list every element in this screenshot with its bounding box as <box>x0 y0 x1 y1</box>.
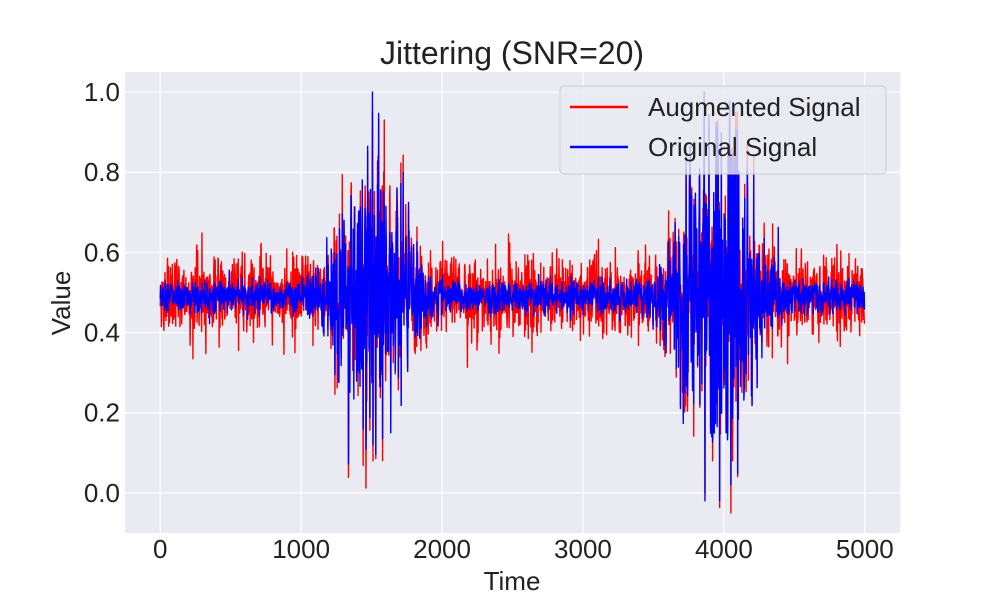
legend-box <box>559 85 887 175</box>
legend-label-original: Original Signal <box>648 132 817 162</box>
y-tick-label: 0.2 <box>84 398 120 428</box>
series-layer <box>159 91 866 514</box>
y-tick-label: 0.4 <box>84 318 120 348</box>
x-axis-ticks: 0 1000 2000 3000 4000 5000 <box>153 534 894 564</box>
y-tick-label: 0.6 <box>84 237 120 267</box>
y-axis-ticks: 0.0 0.2 0.4 0.6 0.8 1.0 <box>84 77 120 508</box>
series-line-original-signal <box>159 91 866 502</box>
x-tick-label: 5000 <box>836 534 894 564</box>
y-tick-label: 1.0 <box>84 77 120 107</box>
x-tick-label: 2000 <box>413 534 471 564</box>
x-axis-label: Time <box>484 566 541 596</box>
x-tick-label: 1000 <box>272 534 330 564</box>
legend: Augmented Signal Original Signal <box>559 85 887 175</box>
chart-title: Jittering (SNR=20) <box>380 35 644 71</box>
y-axis-label: Value <box>46 271 76 336</box>
x-tick-label: 4000 <box>695 534 753 564</box>
y-tick-label: 0.8 <box>84 157 120 187</box>
legend-label-augmented: Augmented Signal <box>648 92 860 122</box>
y-tick-label: 0.0 <box>84 478 120 508</box>
x-tick-label: 3000 <box>554 534 612 564</box>
x-tick-label: 0 <box>153 534 167 564</box>
